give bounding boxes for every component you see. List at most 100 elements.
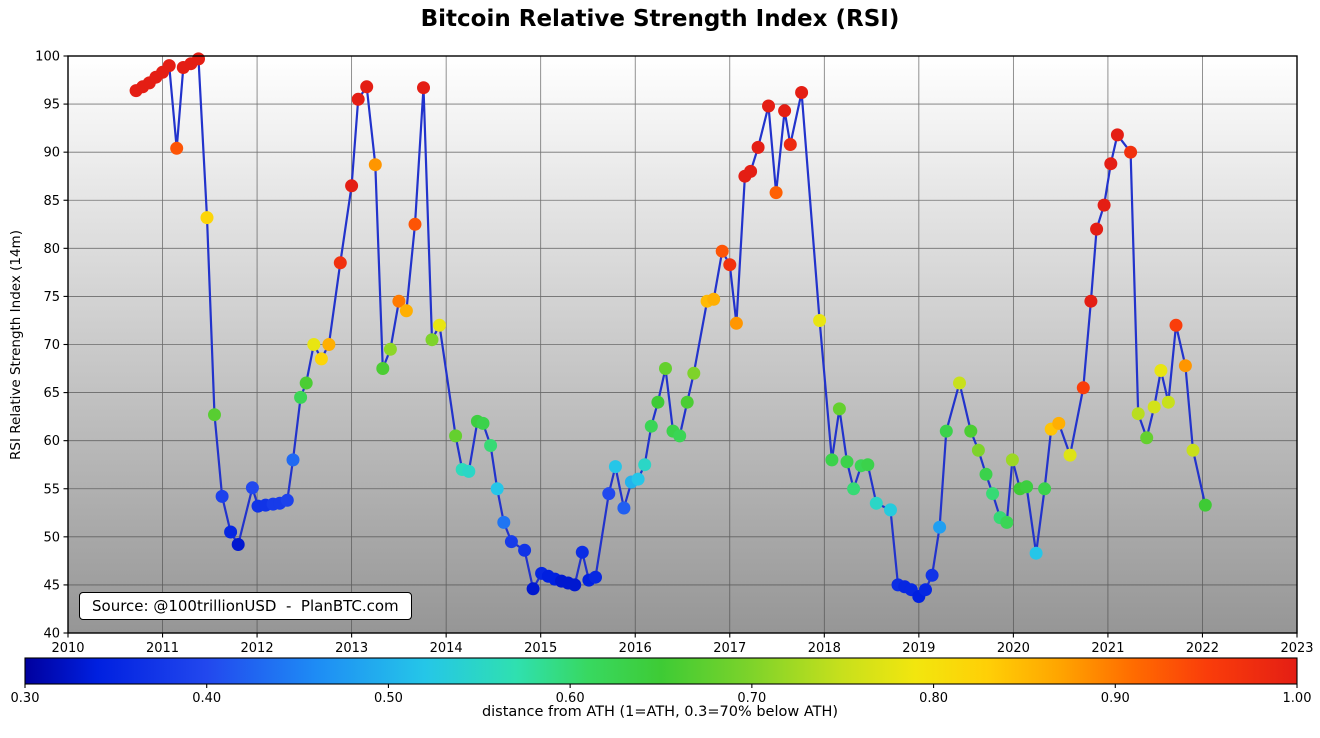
data-point — [715, 244, 729, 258]
data-point — [170, 141, 184, 155]
data-point — [408, 217, 422, 231]
data-point — [245, 481, 259, 495]
data-point — [368, 158, 382, 172]
data-point — [490, 482, 504, 496]
data-point — [847, 482, 861, 496]
axis-ticks — [63, 55, 1298, 638]
data-point — [1110, 128, 1124, 142]
data-point — [200, 211, 214, 225]
axis-tick-labels: 2010 2011 2012 2013 2014 2015 2016 2017 2018 2019… — [35, 50, 1313, 657]
data-point — [1186, 443, 1200, 457]
x-tick-label: 2012 — [241, 641, 274, 656]
x-tick-label: 2011 — [146, 641, 179, 656]
y-axis-label: RSI Relative Strength Index (14m) — [8, 230, 24, 460]
data-point — [568, 578, 582, 592]
data-point — [417, 81, 430, 95]
data-point — [638, 458, 652, 472]
data-point — [1000, 515, 1014, 529]
data-point — [1124, 145, 1138, 159]
data-point — [783, 138, 797, 151]
colorbar-tick-label: 0.60 — [556, 691, 585, 706]
data-point — [1038, 482, 1052, 496]
data-point — [392, 294, 406, 308]
data-point — [1084, 294, 1098, 308]
y-tick-label: 75 — [43, 290, 60, 305]
data-point — [707, 292, 721, 306]
data-point — [504, 535, 518, 549]
data-point — [1131, 407, 1145, 421]
y-tick-label: 80 — [43, 242, 60, 257]
data-point — [631, 472, 645, 486]
data-point — [778, 104, 792, 118]
data-point — [518, 543, 532, 557]
y-tick-label: 95 — [43, 98, 60, 113]
x-tick-label: 2021 — [1091, 641, 1124, 656]
data-point — [1104, 157, 1118, 171]
data-point — [425, 333, 439, 347]
chart-title: Bitcoin Relative Strength Index (RSI) — [420, 6, 900, 32]
data-point — [1076, 381, 1090, 395]
data-point — [286, 453, 300, 467]
data-point — [813, 314, 827, 327]
data-point — [925, 568, 939, 582]
data-point — [769, 186, 783, 200]
data-point — [1178, 359, 1192, 373]
data-point — [1020, 480, 1034, 494]
x-tick-label: 2023 — [1280, 641, 1313, 656]
data-point — [376, 362, 390, 375]
data-point — [723, 258, 737, 272]
y-tick-label: 65 — [43, 386, 60, 401]
x-tick-label: 2014 — [430, 641, 463, 656]
data-point — [231, 538, 245, 551]
data-point — [832, 402, 846, 416]
data-point — [360, 80, 374, 94]
data-point — [1005, 453, 1019, 467]
data-point — [673, 429, 687, 443]
data-point — [208, 408, 221, 422]
source-note: Source: @100trillionUSD - PlanBTC.com — [79, 592, 412, 620]
data-point — [1063, 448, 1077, 462]
data-point — [575, 545, 589, 559]
data-point — [1154, 364, 1168, 377]
data-point — [1147, 400, 1161, 414]
colorbar-tick-labels: 0.30 0.40 0.50 0.60 0.70 0.80 0.90 1.00 — [11, 691, 1312, 706]
data-point — [659, 362, 672, 375]
data-point — [333, 256, 347, 270]
x-tick-label: 2016 — [619, 641, 652, 656]
y-tick-label: 45 — [43, 578, 60, 593]
data-point — [825, 453, 839, 467]
data-point — [162, 59, 176, 73]
x-tick-label: 2020 — [997, 641, 1030, 656]
y-tick-label: 55 — [43, 482, 60, 497]
colorbar-tick-label: 1.00 — [1283, 691, 1312, 706]
data-point — [484, 439, 498, 452]
data-point — [1140, 431, 1154, 445]
data-point — [953, 376, 966, 390]
data-point — [1198, 498, 1212, 512]
data-point — [979, 467, 993, 481]
colorbar-tick-label: 0.70 — [737, 691, 766, 706]
data-point — [526, 582, 540, 596]
data-point — [617, 501, 631, 515]
data-point — [462, 464, 476, 478]
data-point — [964, 424, 978, 438]
data-point — [322, 338, 336, 351]
data-point — [476, 416, 490, 430]
y-tick-label: 100 — [35, 50, 60, 65]
colorbar-axis-label: distance from ATH (1=ATH, 0.3=70% below … — [481, 704, 839, 720]
data-point — [1090, 222, 1104, 236]
data-point — [971, 443, 985, 457]
data-point — [1161, 395, 1175, 409]
data-point — [399, 304, 413, 318]
colorbar-tick-label: 0.40 — [192, 691, 221, 706]
data-point — [608, 460, 622, 474]
x-tick-label: 2015 — [524, 641, 557, 656]
data-point — [986, 487, 1000, 501]
y-tick-label: 90 — [43, 146, 60, 161]
colorbar-tick-label: 0.80 — [919, 691, 948, 706]
data-point — [602, 487, 616, 501]
data-point — [383, 342, 397, 356]
data-point — [497, 515, 511, 529]
data-point — [345, 179, 359, 193]
data-point — [589, 570, 602, 584]
